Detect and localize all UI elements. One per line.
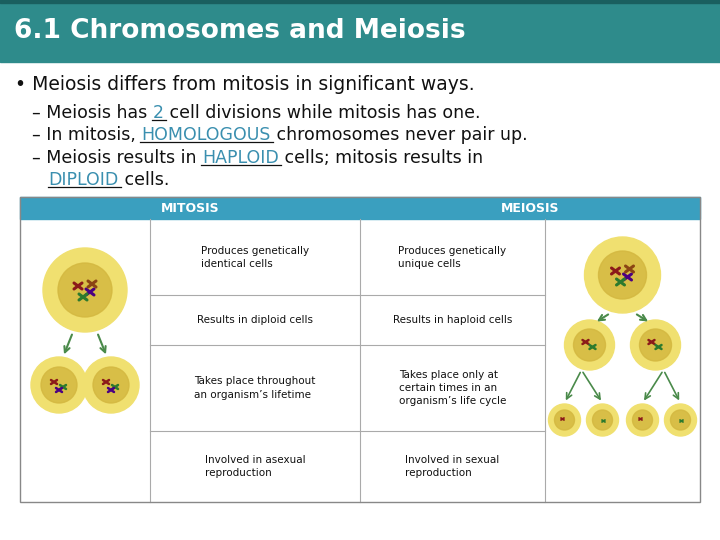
Text: – Meiosis has: – Meiosis has — [32, 104, 153, 122]
Circle shape — [554, 410, 575, 430]
Circle shape — [593, 410, 613, 430]
Bar — [20, 197, 700, 502]
Text: 2: 2 — [153, 104, 163, 122]
Text: MITOSIS: MITOSIS — [161, 201, 220, 214]
Text: Takes place throughout
an organism’s lifetime: Takes place throughout an organism’s lif… — [194, 376, 315, 400]
Text: HAPLOID: HAPLOID — [202, 149, 279, 167]
Circle shape — [585, 237, 660, 313]
Text: Results in haploid cells: Results in haploid cells — [393, 315, 512, 325]
Text: cell divisions while mitosis has one.: cell divisions while mitosis has one. — [163, 104, 480, 122]
Text: – Meiosis results in: – Meiosis results in — [32, 149, 202, 167]
Text: HOMOLOGOUS: HOMOLOGOUS — [141, 126, 271, 144]
Text: cells.: cells. — [119, 171, 169, 189]
Text: cells; mitosis results in: cells; mitosis results in — [279, 149, 483, 167]
Circle shape — [41, 367, 77, 403]
Bar — [0, 0, 720, 3]
Bar — [20, 197, 700, 219]
Text: chromosomes never pair up.: chromosomes never pair up. — [271, 126, 527, 144]
Text: – In mitosis,: – In mitosis, — [32, 126, 141, 144]
Circle shape — [626, 404, 659, 436]
Circle shape — [665, 404, 696, 436]
Circle shape — [574, 329, 606, 361]
Text: 6.1 Chromosomes and Meiosis: 6.1 Chromosomes and Meiosis — [14, 18, 466, 44]
Circle shape — [598, 251, 647, 299]
Text: Involved in sexual
reproduction: Involved in sexual reproduction — [405, 455, 500, 478]
Circle shape — [549, 404, 580, 436]
Circle shape — [43, 248, 127, 332]
Bar — [0, 0, 720, 62]
Circle shape — [58, 263, 112, 317]
Text: MEIOSIS: MEIOSIS — [500, 201, 559, 214]
Circle shape — [639, 329, 672, 361]
Text: Results in diploid cells: Results in diploid cells — [197, 315, 313, 325]
Circle shape — [632, 410, 652, 430]
Circle shape — [670, 410, 690, 430]
Circle shape — [83, 357, 139, 413]
Circle shape — [587, 404, 618, 436]
Text: Produces genetically
identical cells: Produces genetically identical cells — [201, 246, 309, 269]
Circle shape — [31, 357, 87, 413]
Circle shape — [564, 320, 614, 370]
Text: • Meiosis differs from mitosis in significant ways.: • Meiosis differs from mitosis in signif… — [15, 76, 474, 94]
Text: Produces genetically
unique cells: Produces genetically unique cells — [398, 246, 507, 269]
Bar — [0, 62, 720, 540]
Text: DIPLOID: DIPLOID — [48, 171, 119, 189]
Text: Involved in asexual
reproduction: Involved in asexual reproduction — [204, 455, 305, 478]
Circle shape — [93, 367, 129, 403]
Circle shape — [631, 320, 680, 370]
Text: Takes place only at
certain times in an
organism’s life cycle: Takes place only at certain times in an … — [399, 370, 506, 406]
